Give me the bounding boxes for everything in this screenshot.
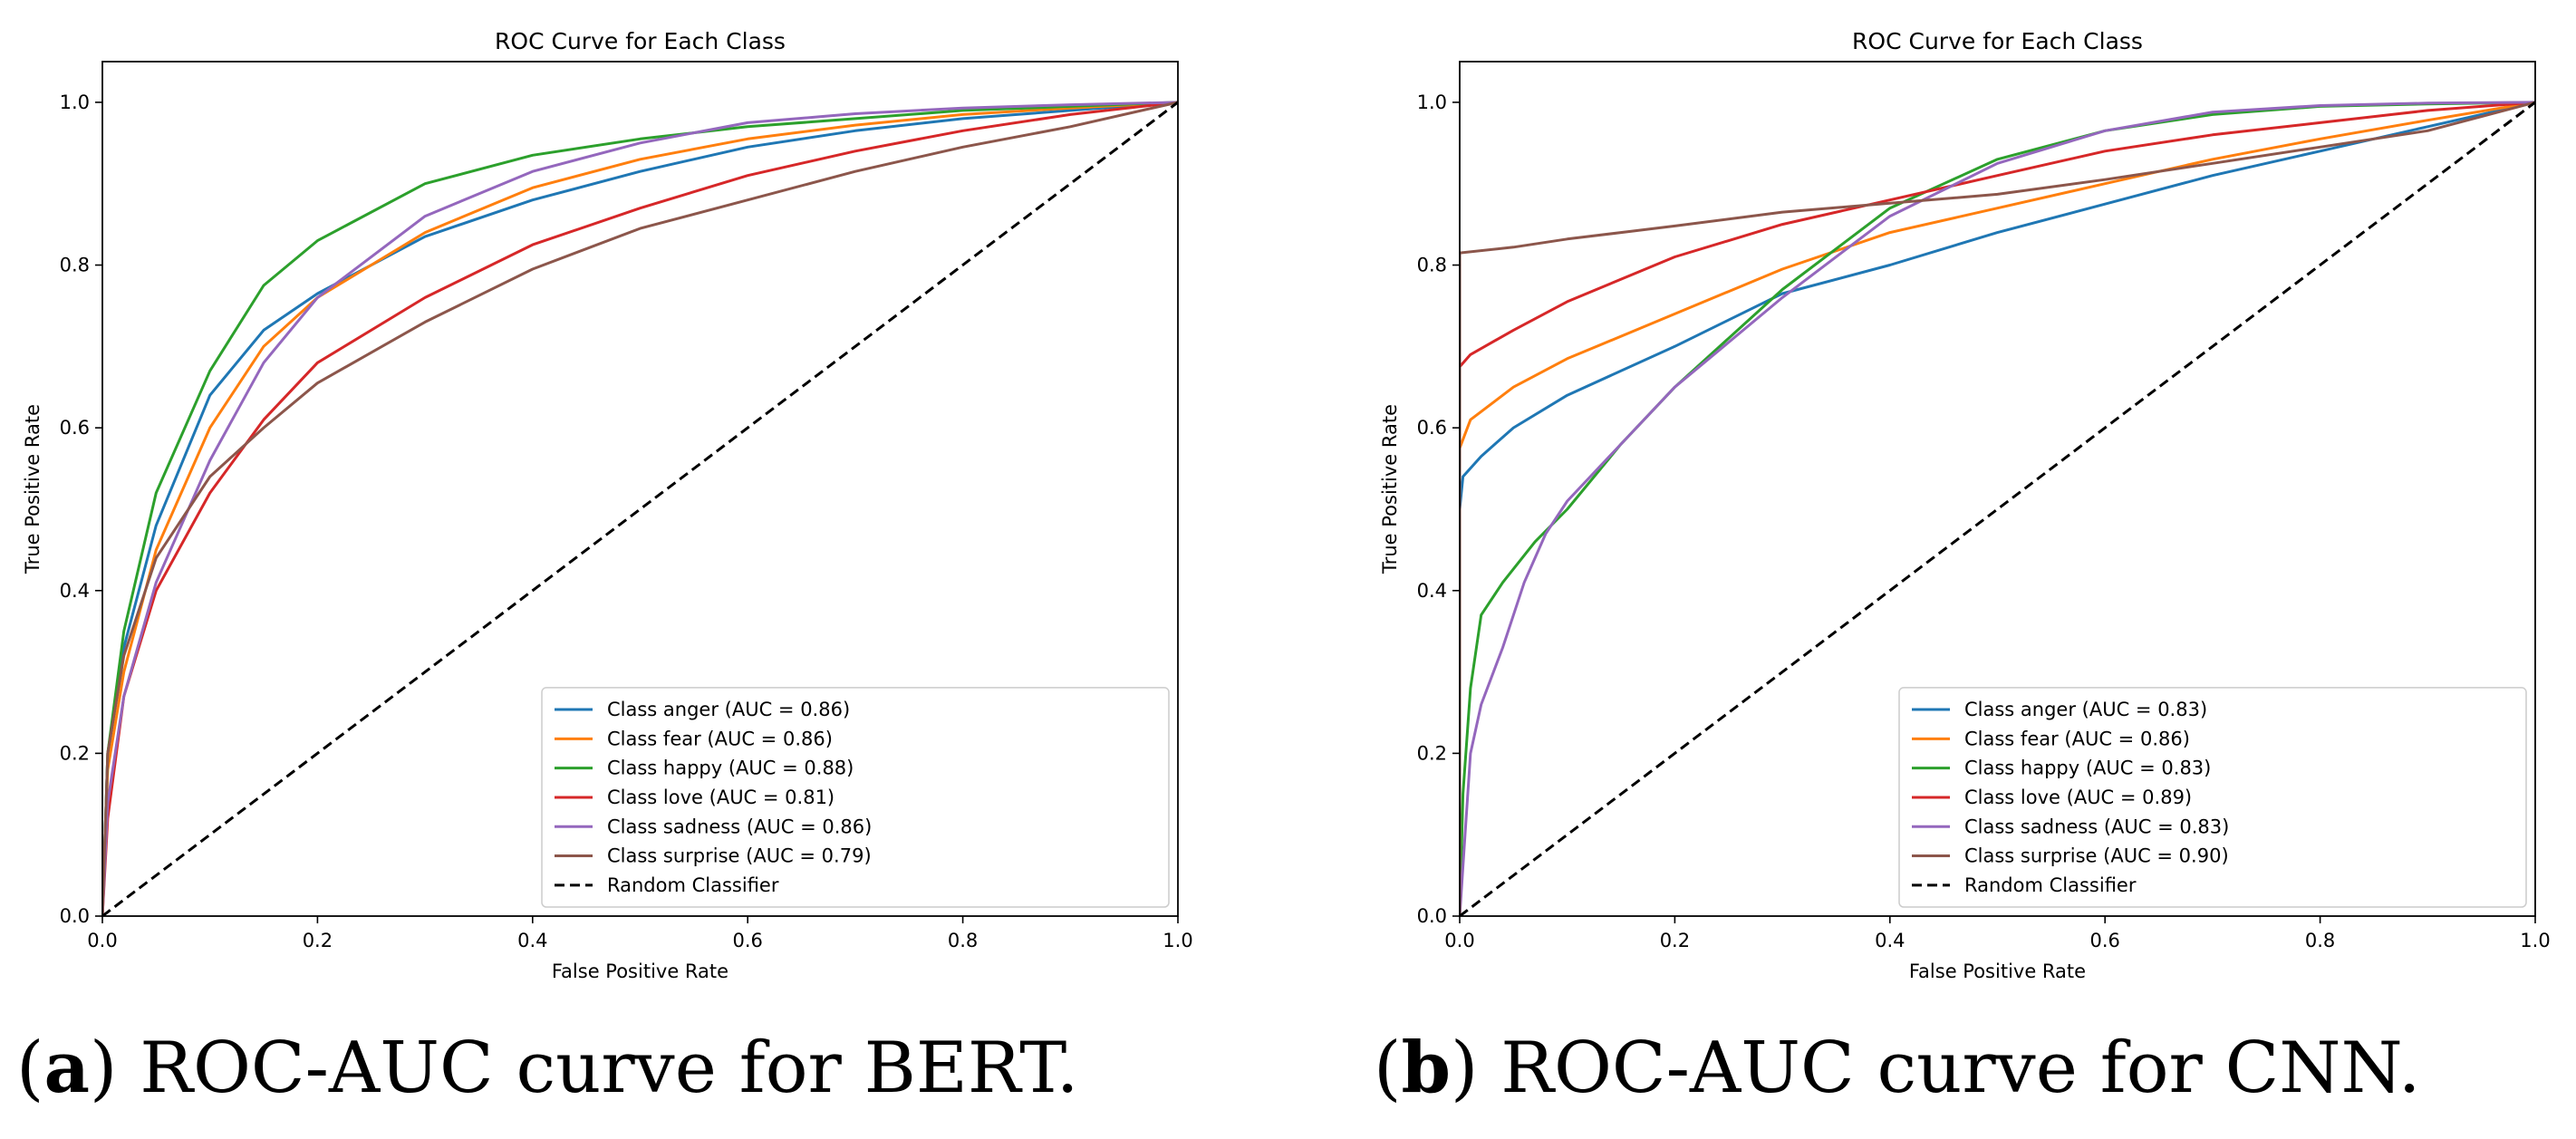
y-axis-label: True Positive Rate <box>22 404 43 574</box>
series-line-happy <box>102 101 1178 916</box>
legend-label-anger: Class anger (AUC = 0.83) <box>1964 699 2207 720</box>
x-tick-label: 0.2 <box>303 930 333 951</box>
y-tick-label: 1.0 <box>1417 92 1447 113</box>
caption-a-label: a <box>43 1027 90 1109</box>
series-line-sadness <box>102 101 1178 916</box>
legend-label-love: Class love (AUC = 0.89) <box>1964 787 2192 808</box>
x-tick-label: 0.6 <box>732 930 762 951</box>
y-tick-label: 0.2 <box>60 742 90 764</box>
y-axis-label: True Positive Rate <box>1379 404 1401 574</box>
legend-label-sadness: Class sadness (AUC = 0.86) <box>607 816 872 837</box>
plot-frame <box>1459 61 2536 917</box>
chart-title: ROC Curve for Each Class <box>1852 28 2143 54</box>
x-tick-label: 1.0 <box>2520 930 2550 951</box>
series-line-surprise <box>1460 101 2535 916</box>
chart-title: ROC Curve for Each Class <box>495 28 786 54</box>
legend-label-random: Random Classifier <box>1964 874 2137 896</box>
legend-label-sadness: Class sadness (AUC = 0.83) <box>1964 816 2229 837</box>
series-line-random <box>102 101 1178 916</box>
legend-label-fear: Class fear (AUC = 0.86) <box>1964 728 2190 749</box>
x-axis-label: False Positive Rate <box>1909 960 2086 982</box>
x-tick-label: 0.4 <box>1875 930 1905 951</box>
legend: Class anger (AUC = 0.83) Class fear (AUC … <box>1898 687 2527 908</box>
legend-label-happy: Class happy (AUC = 0.88) <box>607 758 854 779</box>
y-tick-label: 0.6 <box>1417 417 1447 439</box>
series-line-random <box>1460 101 2535 916</box>
series-line-anger <box>102 101 1178 916</box>
x-axis-label: False Positive Rate <box>552 960 728 982</box>
x-tick-label: 0.6 <box>2089 930 2119 951</box>
legend-label-fear: Class fear (AUC = 0.86) <box>607 728 833 749</box>
legend-label-happy: Class happy (AUC = 0.83) <box>1964 758 2211 779</box>
x-tick-label: 0.0 <box>87 930 117 951</box>
caption-b-text: ROC-AUC curve for CNN. <box>1500 1028 2421 1109</box>
legend: Class anger (AUC = 0.86) Class fear (AUC … <box>541 687 1170 908</box>
x-tick-label: 0.2 <box>1660 930 1690 951</box>
y-tick-label: 0.0 <box>1417 905 1447 927</box>
series-line-love <box>1460 101 2535 916</box>
y-tick-label: 0.2 <box>1417 742 1447 764</box>
caption-b-label: b <box>1401 1027 1451 1109</box>
y-tick-label: 1.0 <box>60 92 90 113</box>
plot-frame <box>101 61 1179 917</box>
y-tick-label: 0.8 <box>1417 255 1447 276</box>
y-tick-label: 0.6 <box>60 417 90 439</box>
series-line-surprise <box>102 101 1178 916</box>
series-line-sadness <box>1460 101 2535 916</box>
x-tick-label: 1.0 <box>1163 930 1192 951</box>
legend-label-surprise: Class surprise (AUC = 0.90) <box>1964 845 2229 867</box>
legend-label-love: Class love (AUC = 0.81) <box>607 787 835 808</box>
legend-label-random: Random Classifier <box>607 874 779 896</box>
caption-a: (a) ROC-AUC curve for BERT. <box>16 1027 1079 1109</box>
y-tick-label: 0.8 <box>60 255 90 276</box>
x-tick-label: 0.8 <box>2305 930 2335 951</box>
series-group <box>1460 101 2535 916</box>
x-tick-label: 0.8 <box>948 930 978 951</box>
series-line-fear <box>1460 101 2535 916</box>
caption-b: (b) ROC-AUC curve for CNN. <box>1374 1027 2421 1109</box>
legend-box <box>1898 687 2527 908</box>
legend-label-surprise: Class surprise (AUC = 0.79) <box>607 845 872 867</box>
series-line-anger <box>1460 101 2535 916</box>
caption-a-text: ROC-AUC curve for BERT. <box>140 1028 1079 1109</box>
series-group <box>102 101 1178 916</box>
legend-label-anger: Class anger (AUC = 0.86) <box>607 699 850 720</box>
x-tick-label: 0.4 <box>517 930 547 951</box>
x-tick-label: 0.0 <box>1444 930 1474 951</box>
roc-chart-bert: ROC Curve for Each Class 0.0 0.2 0.4 0.6 0.8 1… <box>22 28 1193 982</box>
y-tick-label: 0.0 <box>60 905 90 927</box>
legend-box <box>541 687 1170 908</box>
series-line-fear <box>102 101 1178 916</box>
y-tick-label: 0.4 <box>1417 580 1447 602</box>
roc-chart-cnn: ROC Curve for Each Class 0.0 0.2 0.4 0.6 0.8 1… <box>1379 28 2551 982</box>
y-tick-label: 0.4 <box>60 580 90 602</box>
